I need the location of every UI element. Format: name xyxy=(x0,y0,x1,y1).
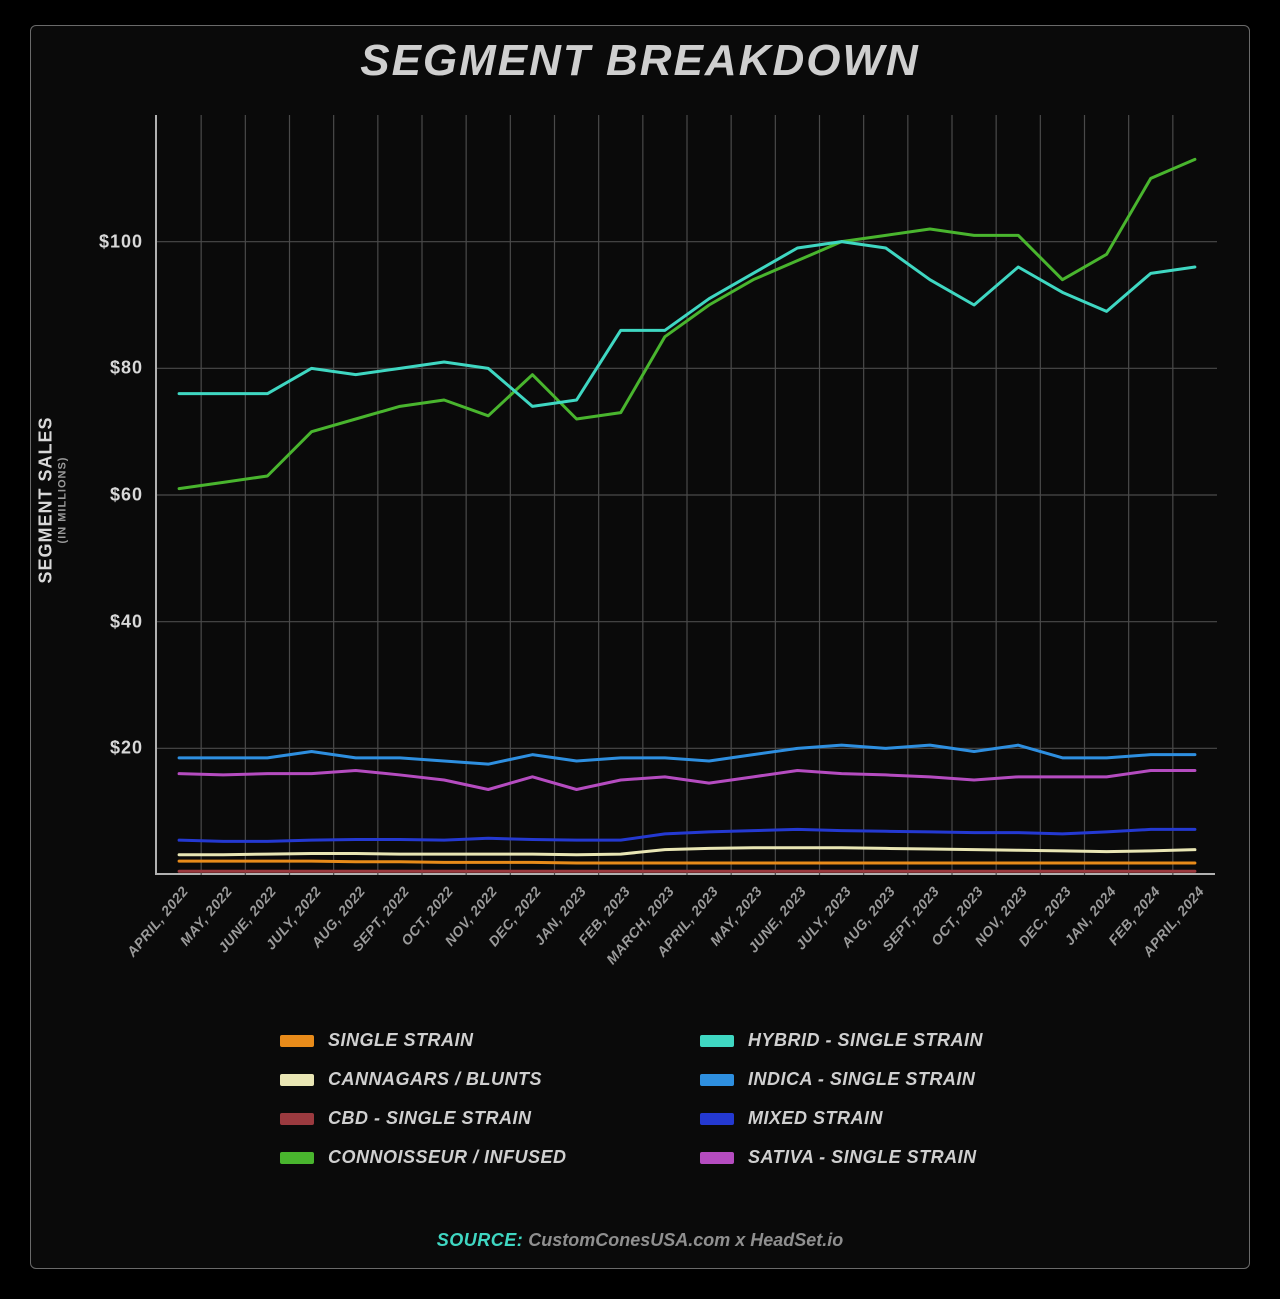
source-line: SOURCE: CustomConesUSA.com x HeadSet.io xyxy=(0,1230,1280,1251)
legend-label: HYBRID - SINGLE STRAIN xyxy=(748,1030,983,1051)
chart-svg xyxy=(157,115,1217,875)
y-axis-title: SEGMENT SALES xyxy=(36,350,57,650)
legend-swatch xyxy=(280,1152,314,1164)
legend-item: CONNOISSEUR / INFUSED xyxy=(280,1147,640,1168)
source-label: SOURCE: xyxy=(437,1230,524,1250)
legend-swatch xyxy=(700,1074,734,1086)
legend-swatch xyxy=(280,1113,314,1125)
legend-item: SATIVA - SINGLE STRAIN xyxy=(700,1147,1060,1168)
legend-label: INDICA - SINGLE STRAIN xyxy=(748,1069,975,1090)
legend-item: SINGLE STRAIN xyxy=(280,1030,640,1051)
y-tick-label: $20 xyxy=(110,738,143,759)
legend-item: INDICA - SINGLE STRAIN xyxy=(700,1069,1060,1090)
legend-label: CONNOISSEUR / INFUSED xyxy=(328,1147,567,1168)
legend-swatch xyxy=(280,1074,314,1086)
legend-item: CANNAGARS / BLUNTS xyxy=(280,1069,640,1090)
legend-item: HYBRID - SINGLE STRAIN xyxy=(700,1030,1060,1051)
legend-label: CBD - SINGLE STRAIN xyxy=(328,1108,532,1129)
y-axis-title-group: SEGMENT SALES (IN MILLIONS) xyxy=(36,350,69,650)
chart-legend: SINGLE STRAIN HYBRID - SINGLE STRAIN CANNA… xyxy=(280,1030,1060,1168)
legend-swatch xyxy=(700,1035,734,1047)
chart-title: SEGMENT BREAKDOWN xyxy=(0,36,1280,86)
legend-label: SINGLE STRAIN xyxy=(328,1030,474,1051)
y-tick-label: $40 xyxy=(110,611,143,632)
y-tick-label: $100 xyxy=(99,231,143,252)
legend-label: MIXED STRAIN xyxy=(748,1108,883,1129)
legend-item: MIXED STRAIN xyxy=(700,1108,1060,1129)
legend-swatch xyxy=(700,1152,734,1164)
legend-swatch xyxy=(280,1035,314,1047)
chart-plot-area: $20$40$60$80$100APRIL, 2022MAY, 2022JUNE… xyxy=(155,115,1215,875)
legend-item: CBD - SINGLE STRAIN xyxy=(280,1108,640,1129)
y-tick-label: $80 xyxy=(110,358,143,379)
legend-label: SATIVA - SINGLE STRAIN xyxy=(748,1147,977,1168)
legend-label: CANNAGARS / BLUNTS xyxy=(328,1069,542,1090)
y-tick-label: $60 xyxy=(110,485,143,506)
source-text: CustomConesUSA.com x HeadSet.io xyxy=(528,1230,843,1250)
legend-swatch xyxy=(700,1113,734,1125)
y-axis-subtitle: (IN MILLIONS) xyxy=(57,350,69,650)
